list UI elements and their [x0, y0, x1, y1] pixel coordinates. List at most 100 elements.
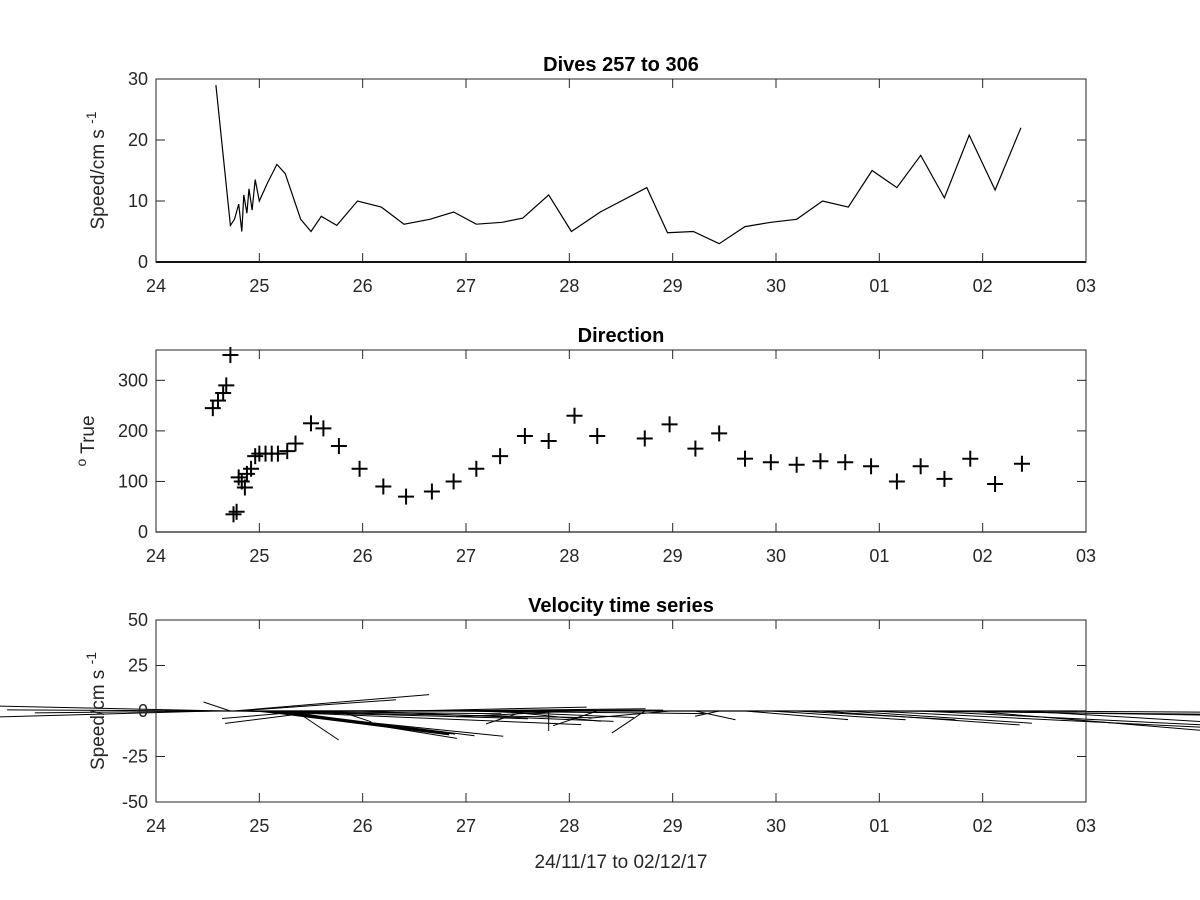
direction-marker: [987, 475, 1004, 492]
velocity-stick: [871, 710, 1200, 728]
direction-marker: [837, 454, 854, 471]
y-tick-label: 25: [128, 656, 148, 676]
direction-marker: [315, 420, 332, 437]
direction-marker: [711, 425, 728, 442]
velocity-stick: [0, 710, 213, 718]
direction-marker: [912, 458, 929, 475]
x-tick-label: 26: [353, 276, 373, 296]
panel-title: Dives 257 to 306: [543, 54, 699, 76]
direction-marker: [230, 469, 247, 486]
x-tick-label: 01: [869, 816, 889, 836]
direction-marker: [243, 460, 260, 477]
direction-marker: [351, 460, 368, 477]
panel-title: Direction: [578, 325, 665, 347]
x-tick-label: 03: [1076, 546, 1096, 566]
plot-area: [156, 350, 1086, 532]
direction-marker: [812, 453, 829, 470]
velocity-stick: [770, 710, 906, 721]
velocity-stick: [225, 710, 324, 724]
x-tick-label: 27: [456, 276, 476, 296]
x-tick-label: 25: [249, 816, 269, 836]
y-tick-label: 200: [118, 421, 148, 441]
x-tick-label: 02: [973, 816, 993, 836]
direction-marker: [303, 415, 319, 432]
x-tick-label: 01: [869, 276, 889, 296]
panel-1: 24 25 26 27 28 29 30 01 02 03 0 10 20 30 Dives 257 to …: [83, 54, 1096, 296]
x-tick-label: 30: [766, 546, 786, 566]
velocity-stick: [694, 710, 720, 717]
velocity-stick: [0, 705, 227, 712]
velocity-stick: [920, 710, 1200, 726]
x-tick-label: 01: [869, 546, 889, 566]
x-tick-label: 25: [249, 546, 269, 566]
direction-marker: [962, 450, 979, 467]
x-tick-label: 24: [146, 816, 166, 836]
velocity-stick: [295, 710, 339, 741]
direction-marker: [888, 473, 905, 490]
direction-marker: [762, 454, 779, 471]
panel-3: 24 25 26 27 28 29 30 01 02 03 -50 -25 0 25 50 Velocity …: [0, 595, 1200, 873]
velocity-stick: [744, 710, 849, 721]
x-tick-label: 30: [766, 276, 786, 296]
panel-title: Velocity time series: [528, 595, 714, 617]
x-tick-label: 24: [146, 546, 166, 566]
x-tick-label: 26: [353, 816, 373, 836]
direction-marker: [863, 458, 880, 475]
velocity-stick: [970, 710, 1200, 731]
direction-marker: [540, 433, 557, 449]
x-tick-label: 28: [559, 276, 579, 296]
direction-marker: [279, 443, 296, 460]
direction-marker: [936, 470, 953, 487]
velocity-stick: [820, 710, 1020, 726]
direction-marker: [589, 427, 606, 444]
direction-marker: [375, 478, 392, 495]
velocity-stick: [222, 710, 312, 719]
x-tick-label: 02: [973, 546, 993, 566]
x-tick-label: 28: [559, 546, 579, 566]
y-tick-label: -25: [122, 747, 148, 767]
direction-marker: [215, 384, 232, 401]
y-tick-label: 300: [118, 370, 148, 390]
y-tick-label: 0: [138, 522, 148, 542]
velocity-stick: [455, 710, 575, 718]
axes-box: [155, 78, 1087, 263]
direction-marker: [516, 427, 533, 444]
x-tick-label: 27: [456, 816, 476, 836]
direction-marker: [269, 445, 286, 462]
direction-marker: [492, 448, 509, 465]
y-tick-label: -50: [122, 792, 148, 812]
velocity-stick: [236, 699, 397, 712]
direction-marker: [1013, 455, 1030, 472]
x-tick-label: 24: [146, 276, 166, 296]
direction-marker: [287, 435, 304, 452]
velocity-stick: [203, 701, 231, 712]
x-tick-label: 02: [973, 276, 993, 296]
direction-marker: [661, 416, 678, 433]
y-tick-label: 50: [128, 610, 148, 630]
y-tick-label: 10: [128, 191, 148, 211]
direction-marker: [566, 407, 583, 424]
speed-series-line: [215, 85, 1022, 245]
y-axis-label: o True: [73, 415, 99, 466]
direction-marker: [788, 456, 805, 473]
velocity-stick: [485, 710, 526, 725]
x-tick-label: 03: [1076, 276, 1096, 296]
velocity-stick: [944, 710, 1200, 716]
y-tick-label: 0: [138, 701, 148, 721]
velocity-stick: [271, 710, 456, 735]
direction-marker: [398, 488, 415, 505]
direction-marker: [218, 377, 235, 394]
y-axis-label: Speed/cm s -1: [83, 652, 109, 770]
velocity-stick: [611, 710, 646, 734]
y-tick-label: 30: [128, 69, 148, 89]
velocity-stick: [588, 710, 670, 719]
x-tick-label: 29: [663, 816, 683, 836]
velocity-stick: [845, 710, 1032, 724]
direction-marker: [228, 503, 245, 520]
y-tick-label: 100: [118, 471, 148, 491]
x-tick-label: 30: [766, 816, 786, 836]
x-tick-label: 26: [353, 546, 373, 566]
plot-area: [156, 79, 1086, 262]
direction-marker: [423, 483, 440, 500]
x-axis-label: 24/11/17 to 02/12/17: [535, 852, 708, 873]
